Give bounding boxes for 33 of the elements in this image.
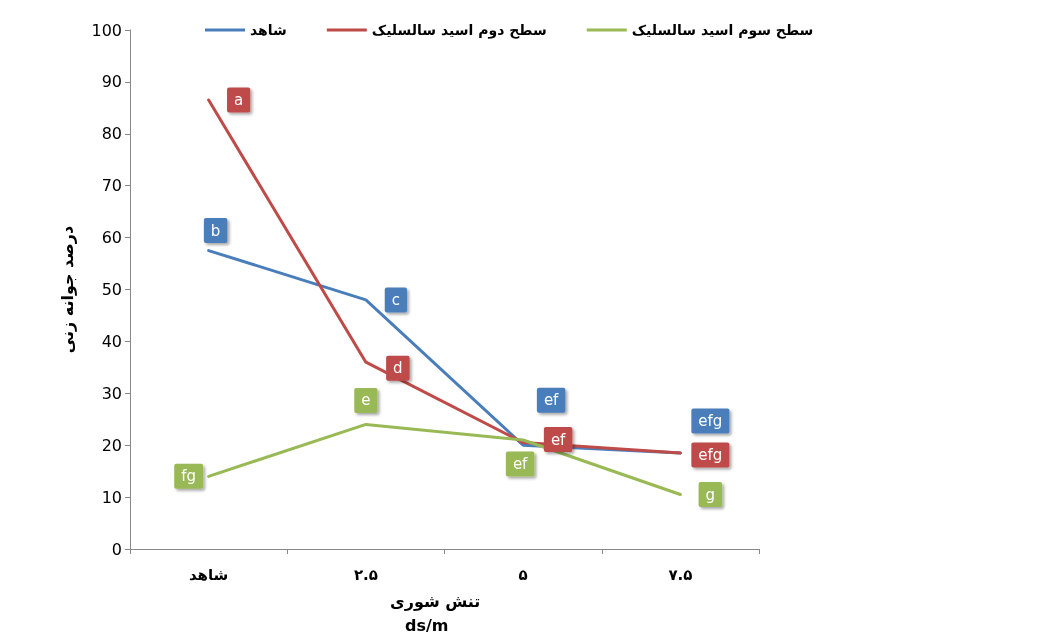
legend-label: سطح دوم اسید سالسلیک [371,22,547,39]
data-label: e [361,391,371,410]
data-label: g [705,485,716,504]
x-tick-label: ۷.۵ [668,565,693,584]
y-tick-label: 90 [101,72,122,92]
y-tick-label: 10 [101,487,122,507]
y-tick-label: 70 [101,176,122,196]
data-label: ef [543,391,560,410]
legend-label: سطح سوم اسید سالسلیک [631,22,814,39]
line-series [207,98,682,455]
x-tick-label: ۵ [518,565,528,584]
y-tick-label: 80 [101,124,122,144]
y-tick-label: 40 [101,331,122,351]
data-label: efg [698,411,723,430]
data-label: ef [512,455,529,474]
data-label: efg [698,445,723,464]
y-tick-label: 60 [101,228,122,248]
y-tick-label: 50 [101,280,122,299]
data-label: ef [550,430,567,449]
data-label: c [391,290,400,309]
legend-label: شاهد [250,22,287,38]
line-series [207,422,682,497]
y-tick-label: 100 [91,20,122,40]
data-label: b [210,221,221,240]
y-tick-label: 30 [101,383,122,403]
x-tick-label: شاهد [188,565,229,584]
y-axis-title: درصد جوانه زنی [57,225,77,354]
y-tick-label: 20 [101,435,122,455]
data-label: fg [181,467,197,486]
data-label: a [234,91,244,110]
data-label: d [393,359,403,378]
x-tick-label: ۲.۵ [353,565,378,584]
y-tick-label: 0 [111,539,122,559]
